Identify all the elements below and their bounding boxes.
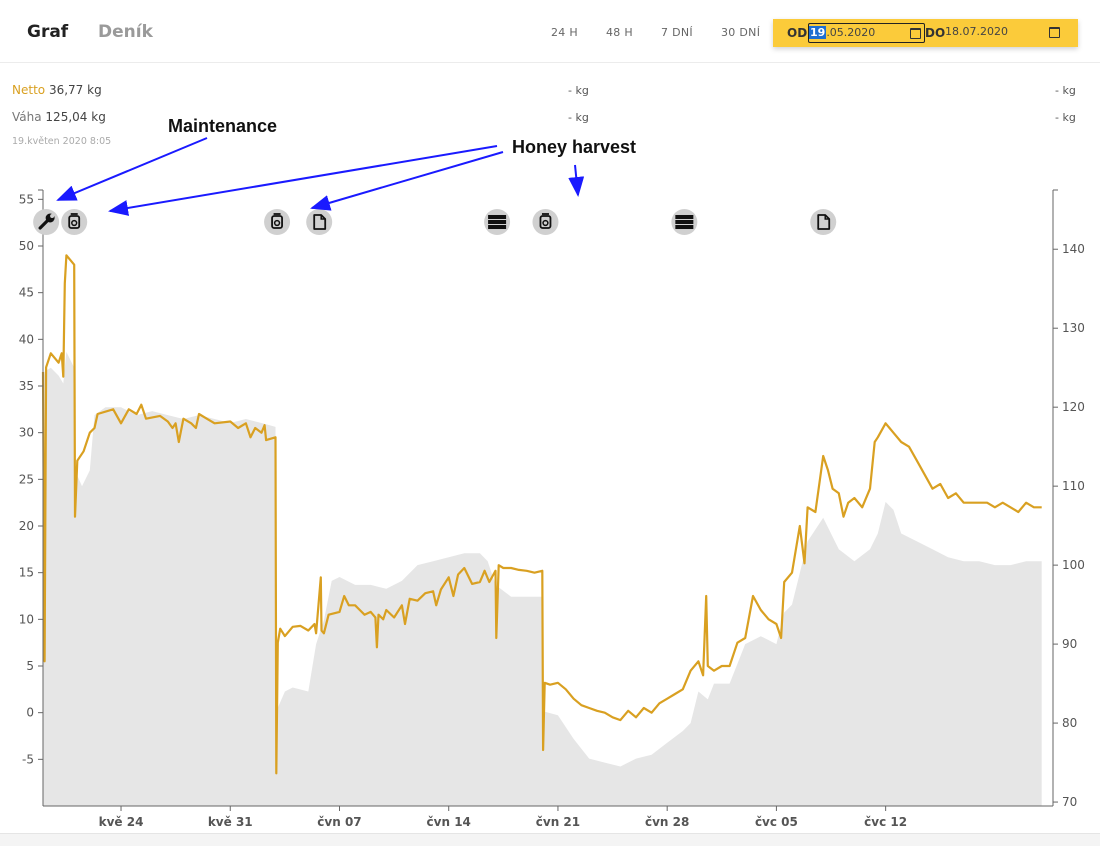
mid-netto-value: - kg [568,84,589,97]
frame-bar [488,225,507,229]
document-fold [824,215,830,220]
document-icon-bg [810,209,837,235]
x-tick-label: čvc 12 [864,815,907,829]
y-left-tick-label: 35 [19,379,34,393]
document-outline [817,214,831,230]
jar-body [539,215,552,229]
vaha-area-series [43,351,1042,806]
y-left-tick-label: 10 [19,612,34,626]
y-right-tick-label: 100 [1062,558,1085,572]
range-7d-button[interactable]: 7 DNÍ [661,26,693,39]
frame-bar [488,220,507,224]
jar-label [273,219,281,227]
y-right-tick-label: 140 [1062,242,1085,256]
y-left-tick-label: 5 [26,659,34,673]
date-range-panel: OD 19.05.2020 DO 18.07.2020 [773,19,1078,47]
date-to-input[interactable]: 18.07.2020 [945,23,1063,41]
honey-harvest-arrow [310,151,504,211]
jar-icon-bg [532,209,559,235]
frames-icon[interactable] [484,209,511,235]
y-left-tick-label: 15 [19,566,34,580]
netto-value: 36,77 [48,83,84,97]
netto-unit: kg [87,83,102,97]
date-from-input[interactable]: 19.05.2020 [808,23,925,43]
x-tick-label: čvn 28 [645,815,689,829]
top-bar: Graf Deník 24 H 48 H 7 DNÍ 30 DNÍ OD 19.… [0,0,1100,63]
document-icon[interactable] [306,209,333,235]
timestamp: 19.květen 2020 8:05 [12,136,112,147]
frame-bar [675,215,694,219]
maintenance-arrow [56,137,208,201]
mid-vaha-value: - kg [568,111,589,124]
frame-bar [488,215,507,219]
maintenance-annotation: Maintenance [168,116,278,136]
vaha-value: 125,04 [45,110,88,124]
bottom-strip [0,833,1100,846]
wrench-jaw [50,214,55,218]
right-vaha-value: - kg [1055,111,1076,124]
frames-icon[interactable] [671,209,698,235]
x-tick-label: kvě 24 [99,815,144,829]
frame-bar [675,225,694,229]
x-tick-label: kvě 31 [208,815,253,829]
wrench-icon[interactable] [33,209,60,235]
jar-body [68,215,81,229]
frame-bar [675,220,694,224]
y-right-tick-label: 110 [1062,479,1085,493]
right-netto-value: - kg [1055,84,1076,97]
x-tick-label: čvn 14 [427,815,471,829]
x-tick-label: čvn 07 [317,815,361,829]
document-fold [320,215,326,220]
jar-icon[interactable] [61,209,88,235]
honey-harvest-arrow [568,164,585,197]
y-left-tick-label: 20 [19,519,34,533]
document-outline [313,214,327,230]
honey-harvest-annotation: Honey harvest [512,137,637,157]
honey-harvest-arrow [108,145,498,216]
y-right-tick-label: 120 [1062,400,1085,414]
range-30d-button[interactable]: 30 DNÍ [721,26,761,39]
jar-icon[interactable] [532,209,559,235]
date-to-value: 18.07.2020 [945,25,1008,38]
x-tick-label: čvc 05 [755,815,798,829]
jar-body [271,215,283,229]
date-from-rest: .05.2020 [826,26,876,39]
netto-line-series [41,254,1042,775]
y-left-tick-label: 25 [19,472,34,486]
range-48h-button[interactable]: 48 H [606,26,633,39]
x-tick-label: čvn 21 [536,815,580,829]
y-left-tick-label: -5 [22,752,34,766]
date-from-day: 19 [809,26,827,39]
y-left-tick-label: 40 [19,332,34,346]
y-left-tick-label: 45 [19,286,34,300]
y-right-tick-label: 70 [1062,795,1077,809]
calendar-icon[interactable] [1049,27,1060,38]
y-right-tick-label: 90 [1062,637,1077,651]
range-24h-button[interactable]: 24 H [551,26,578,39]
tab-denik[interactable]: Deník [98,22,153,42]
netto-summary: Netto 36,77 kg [12,83,102,97]
jar-icon[interactable] [264,209,291,235]
vaha-label: Váha [12,110,42,124]
jar-label [542,219,549,227]
y-left-tick-label: 55 [19,192,34,206]
vaha-unit: kg [91,110,106,124]
jar-icon-bg [61,209,88,235]
calendar-icon[interactable] [910,28,921,39]
y-right-tick-label: 80 [1062,716,1077,730]
y-left-tick-label: 0 [26,706,34,720]
jar-icon-bg [264,209,291,235]
date-from-label: OD [787,26,808,40]
date-to-label: DO [925,26,946,40]
y-left-tick-label: 50 [19,239,34,253]
document-icon[interactable] [810,209,837,235]
document-icon-bg [306,209,333,235]
vaha-summary: Váha 125,04 kg [12,110,106,124]
y-right-tick-label: 130 [1062,321,1085,335]
tab-graf[interactable]: Graf [27,22,69,42]
netto-label: Netto [12,83,46,97]
jar-label [71,219,78,227]
y-left-tick-label: 30 [19,426,34,440]
